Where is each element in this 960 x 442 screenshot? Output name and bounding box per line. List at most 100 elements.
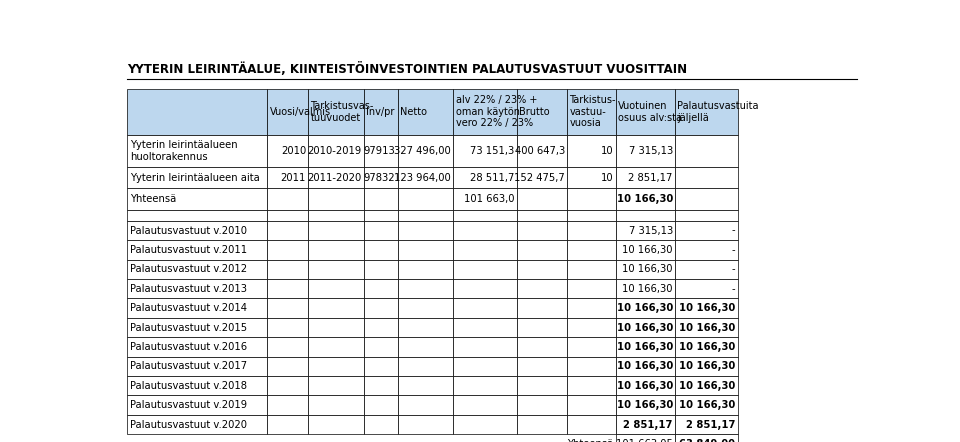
Bar — [615, 279, 675, 298]
Text: 28 511,7: 28 511,7 — [470, 173, 515, 183]
Bar — [364, 415, 397, 434]
Bar — [567, 357, 615, 376]
Bar — [364, 221, 397, 240]
Bar — [267, 415, 308, 434]
Bar — [267, 259, 308, 279]
Text: 7 315,13: 7 315,13 — [629, 146, 673, 156]
Text: 2011: 2011 — [280, 173, 306, 183]
Bar — [308, 298, 364, 318]
Bar — [308, 221, 364, 240]
Bar — [128, 259, 267, 279]
Text: Palautusvastuut v.2010: Palautusvastuut v.2010 — [130, 225, 247, 236]
Bar — [308, 357, 364, 376]
Bar — [615, 434, 675, 442]
Bar — [364, 135, 397, 167]
Text: 10 166,30: 10 166,30 — [679, 400, 735, 410]
Bar — [267, 89, 308, 135]
Bar — [128, 318, 267, 337]
Bar — [308, 415, 364, 434]
Bar — [267, 396, 308, 415]
Text: 2 851,17: 2 851,17 — [629, 173, 673, 183]
Bar — [453, 221, 516, 240]
Text: Palautusvastuut v.2017: Palautusvastuut v.2017 — [130, 361, 247, 371]
Bar — [615, 240, 675, 259]
Bar — [308, 318, 364, 337]
Bar — [267, 167, 308, 188]
Text: 10: 10 — [601, 146, 613, 156]
Bar — [516, 240, 567, 259]
Bar — [128, 396, 267, 415]
Bar — [453, 298, 516, 318]
Text: 10 166,30: 10 166,30 — [622, 264, 673, 274]
Bar — [675, 415, 737, 434]
Text: Palautusvastuut v.2014: Palautusvastuut v.2014 — [130, 303, 247, 313]
Text: Tarkistusvas-
tuuvuodet: Tarkistusvas- tuuvuodet — [310, 101, 373, 122]
Text: 101 663,0: 101 663,0 — [464, 194, 515, 204]
Bar — [397, 188, 453, 210]
Text: 123 964,00: 123 964,00 — [395, 173, 451, 183]
Bar — [308, 210, 364, 221]
Bar — [567, 167, 615, 188]
Bar — [675, 221, 737, 240]
Text: 327 496,00: 327 496,00 — [395, 146, 451, 156]
Bar — [567, 221, 615, 240]
Bar — [397, 318, 453, 337]
Bar — [364, 259, 397, 279]
Bar — [397, 415, 453, 434]
Bar — [453, 415, 516, 434]
Bar — [675, 337, 737, 357]
Text: Palautusvastuut v.2012: Palautusvastuut v.2012 — [130, 264, 247, 274]
Bar — [128, 298, 267, 318]
Bar — [516, 376, 567, 396]
Text: 10 166,30: 10 166,30 — [679, 342, 735, 352]
Bar — [128, 167, 267, 188]
Text: 73 151,3: 73 151,3 — [470, 146, 515, 156]
Bar — [516, 210, 567, 221]
Bar — [615, 167, 675, 188]
Text: 10 166,30: 10 166,30 — [616, 361, 673, 371]
Bar — [397, 396, 453, 415]
Bar — [397, 298, 453, 318]
Bar — [308, 279, 364, 298]
Bar — [567, 298, 615, 318]
Bar — [615, 396, 675, 415]
Bar — [364, 89, 397, 135]
Bar — [364, 396, 397, 415]
Bar — [128, 415, 267, 434]
Bar — [615, 135, 675, 167]
Bar — [267, 240, 308, 259]
Bar — [567, 188, 615, 210]
Bar — [615, 357, 675, 376]
Bar — [615, 89, 675, 135]
Bar — [453, 167, 516, 188]
Bar — [516, 279, 567, 298]
Text: 7 315,13: 7 315,13 — [629, 225, 673, 236]
Bar — [516, 135, 567, 167]
Bar — [364, 210, 397, 221]
Bar — [397, 279, 453, 298]
Text: 10 166,30: 10 166,30 — [616, 381, 673, 391]
Bar — [567, 135, 615, 167]
Text: YYTERIN LEIRINTÄALUE, KIINTEISTÖINVESTOINTIEN PALAUTUSVASTUUT VUOSITTAIN: YYTERIN LEIRINTÄALUE, KIINTEISTÖINVESTOI… — [128, 61, 687, 76]
Text: 10: 10 — [601, 173, 613, 183]
Bar — [453, 135, 516, 167]
Bar — [567, 337, 615, 357]
Bar — [364, 167, 397, 188]
Text: Palautusvastuut v.2011: Palautusvastuut v.2011 — [130, 245, 247, 255]
Bar — [453, 210, 516, 221]
Text: Netto: Netto — [399, 107, 427, 117]
Bar — [128, 279, 267, 298]
Text: -: - — [732, 225, 735, 236]
Text: Yhteensä: Yhteensä — [567, 439, 613, 442]
Text: 10 166,30: 10 166,30 — [616, 323, 673, 332]
Bar — [267, 357, 308, 376]
Bar — [516, 89, 567, 135]
Bar — [397, 210, 453, 221]
Bar — [397, 221, 453, 240]
Text: Palautusvastuut v.2019: Palautusvastuut v.2019 — [130, 400, 247, 410]
Text: 10 166,30: 10 166,30 — [679, 361, 735, 371]
Bar — [516, 396, 567, 415]
Text: 10 166,30: 10 166,30 — [679, 303, 735, 313]
Bar — [453, 318, 516, 337]
Bar — [128, 210, 267, 221]
